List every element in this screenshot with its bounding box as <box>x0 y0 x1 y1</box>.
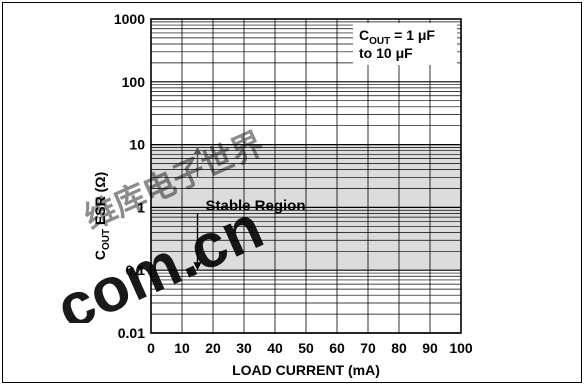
x-tick-label-1: 10 <box>174 340 190 356</box>
y-tick-label-5: 1000 <box>114 11 145 27</box>
arrow-up-head <box>193 146 202 155</box>
x-tick-label-2: 20 <box>205 340 221 356</box>
x-tick-label-4: 40 <box>267 340 283 356</box>
x-tick-label-8: 80 <box>391 340 407 356</box>
x-tick-label-5: 50 <box>298 340 314 356</box>
y-tick-label-3: 10 <box>129 137 145 153</box>
plot-border <box>150 18 462 334</box>
x-tick-label-7: 70 <box>360 340 376 356</box>
x-tick-label-9: 90 <box>422 340 438 356</box>
esr-vs-load-chart: 0 10 20 30 40 50 60 70 80 90 1000.010.11101001000 … <box>92 11 473 378</box>
x-tick-label-0: 0 <box>147 340 155 356</box>
y-axis-label: COUT ESR (Ω) <box>92 172 112 260</box>
annotation-line2: to 10 μF <box>359 45 413 61</box>
arrow-down-head <box>193 262 202 271</box>
y-tick-label-2: 1 <box>137 199 145 215</box>
x-axis-label: LOAD CURRENT (mA) <box>232 362 380 378</box>
x-tick-label-10: 100 <box>449 340 473 356</box>
annotation-background <box>353 23 457 65</box>
annotation-line1: COUT = 1 μF <box>359 27 435 47</box>
y-tick-label-1: 0.1 <box>126 262 146 278</box>
y-tick-label-4: 100 <box>122 74 146 90</box>
x-tick-label-6: 60 <box>329 340 345 356</box>
stable-region-label: Stable Region <box>206 197 306 214</box>
x-tick-label-3: 30 <box>236 340 252 356</box>
y-tick-label-0: 0.01 <box>118 325 145 341</box>
chart-frame: 0 10 20 30 40 50 60 70 80 90 100 0.01 0.1 1 10 100 1000 … <box>2 2 582 383</box>
